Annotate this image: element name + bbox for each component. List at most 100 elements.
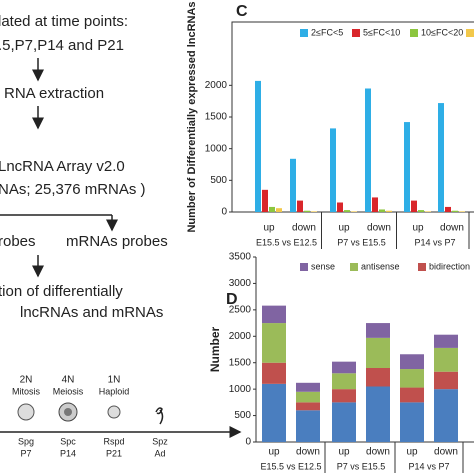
stage-ploidy: 4N: [62, 375, 75, 386]
bar: [411, 200, 417, 212]
flow-text: lncRNAs and mRNAs: [20, 304, 163, 321]
stage-process: Haploid: [99, 386, 130, 396]
y-tick-label: 500: [234, 410, 251, 421]
legend-swatch: [418, 263, 426, 271]
x-tick-label: up: [338, 447, 350, 458]
bar: [262, 189, 268, 212]
bar: [304, 210, 310, 212]
legend-label: sense: [311, 261, 335, 271]
legend-label: 5≤FC<10: [363, 27, 400, 37]
flow-text: mRNAs probes: [66, 233, 168, 250]
legend-label: 2≤FC<5: [311, 27, 343, 37]
stage-process: Mitosis: [12, 386, 41, 396]
bar-segment: [262, 323, 286, 363]
flow-text: robes: [0, 233, 36, 250]
bar-segment: [366, 386, 390, 442]
flow-text: LncRNA Array v2.0: [0, 158, 125, 175]
bar-segment: [366, 337, 390, 368]
y-tick-label: 0: [245, 437, 251, 448]
bar-segment: [296, 391, 320, 403]
bar-segment: [434, 334, 458, 348]
bar-segment: [434, 371, 458, 390]
group-label: P14 vs P7: [408, 461, 449, 471]
bar: [290, 158, 296, 212]
bar: [438, 103, 444, 212]
bar: [311, 211, 317, 212]
bar: [255, 80, 261, 213]
legend-swatch: [466, 29, 474, 37]
bar-segment: [332, 373, 356, 390]
y-tick-label: 2500: [229, 304, 252, 315]
bar-segment: [262, 305, 286, 324]
y-tick-label: 2000: [229, 331, 252, 342]
legend-swatch: [350, 263, 358, 271]
bar: [425, 211, 431, 212]
stage-time: P21: [106, 448, 122, 458]
y-tick-label: 1500: [229, 357, 252, 368]
legend-label: antisense: [361, 261, 400, 271]
legend-label: 10≤FC<20: [421, 27, 463, 37]
bar: [297, 200, 303, 212]
x-tick-label: down: [367, 223, 391, 234]
charts: C Number of Differentially expressed lncR…: [186, 1, 474, 473]
group-label: E15.5 vs E12.5: [260, 461, 321, 471]
legend-swatch: [300, 29, 308, 37]
bar: [372, 197, 378, 212]
bar-segment: [332, 361, 356, 374]
x-tick-label: up: [263, 223, 275, 234]
flow-text: tion of differentially: [0, 283, 123, 300]
y-tick-label: 1000: [229, 384, 252, 395]
y-tick-label: 3000: [229, 278, 252, 289]
x-tick-label: up: [338, 223, 350, 234]
bar: [452, 210, 458, 212]
y-axis-label: Number of Differentially expressed lncRN…: [186, 1, 198, 232]
bar: [351, 211, 357, 212]
x-tick-label: down: [296, 447, 320, 458]
bar: [269, 206, 275, 212]
stage-ploidy: 2N: [20, 375, 33, 386]
x-tick-label: down: [440, 223, 464, 234]
flow-text: NAs; 25,376 mRNAs ): [0, 181, 146, 198]
x-tick-label: up: [268, 447, 280, 458]
x-tick-label: down: [292, 223, 316, 234]
stage-cell: Rspd: [103, 436, 124, 446]
legend-swatch: [410, 29, 418, 37]
frame: [231, 21, 474, 213]
bar: [344, 210, 350, 212]
bar-segment: [434, 389, 458, 442]
stage-cell: Spz: [152, 436, 168, 446]
stage-cell: Spg: [18, 436, 34, 446]
stage-time: P7: [20, 448, 31, 458]
bar: [337, 202, 343, 212]
flow-text: RNA extraction: [4, 85, 104, 102]
bar-segment: [434, 347, 458, 372]
bar: [459, 211, 465, 212]
bar-segment: [332, 402, 356, 442]
stage-cell: Spc: [60, 436, 76, 446]
panel-label: D: [226, 291, 238, 308]
flow-text: .5,P7,P14 and P21: [0, 37, 124, 54]
bar-segment: [262, 362, 286, 384]
y-tick-label: 0: [221, 207, 227, 218]
bar-segment: [400, 402, 424, 442]
y-tick-label: 3500: [229, 252, 252, 263]
bar-segment: [366, 368, 390, 387]
stage-ploidy: 1N: [108, 375, 121, 386]
stage-process: Meiosis: [53, 386, 84, 396]
bar-segment: [400, 387, 424, 403]
legend-swatch: [300, 263, 308, 271]
flow-text: lated at time points:: [0, 13, 128, 30]
y-tick-label: 2000: [205, 80, 228, 91]
bar-segment: [296, 410, 320, 442]
bar-segment: [366, 323, 390, 338]
bar-segment: [332, 389, 356, 403]
group-label: P7 vs E15.5: [337, 237, 386, 247]
bar: [386, 210, 392, 212]
stage-time: P14: [60, 448, 76, 458]
x-tick-label: down: [366, 447, 390, 458]
bar: [418, 210, 424, 212]
bar-segment: [296, 402, 320, 411]
flow-diagram: lated at time points: .5,P7,P14 and P21 …: [0, 13, 242, 458]
panel-label: C: [236, 3, 248, 20]
